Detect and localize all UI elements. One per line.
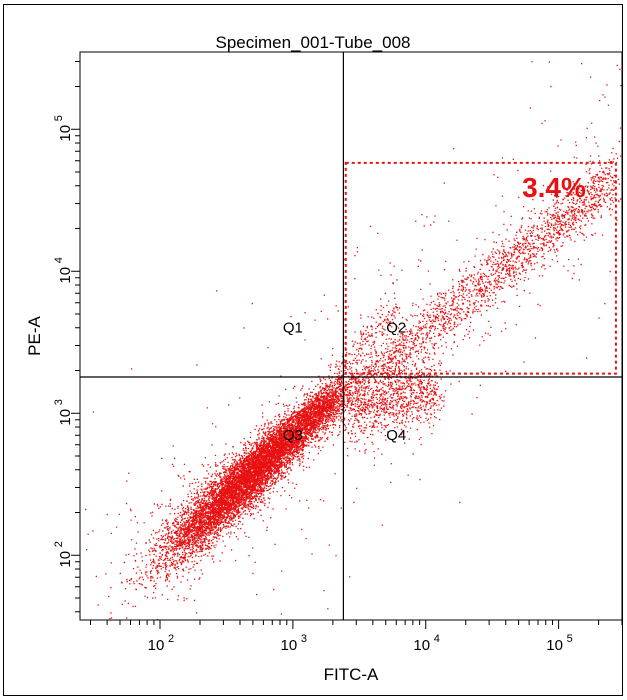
x-tick-exponent: 3 [301,633,307,645]
y-tick-label: 10 [57,409,74,426]
y-tick-label: 10 [57,125,74,142]
y-tick-label-group: 10 3 [53,399,74,425]
x-tick-label: 10 [281,637,298,654]
quadrant-label-q2: Q2 [386,320,406,337]
y-axis: 10 2 10 3 10 4 10 5 [53,61,80,613]
x-tick-exponent: 2 [168,633,174,645]
y-tick-exponent: 3 [53,399,65,405]
y-tick-label: 10 [57,551,74,568]
x-axis-label: FITC-A [324,665,379,684]
data-points [85,61,622,621]
x-tick-label: 10 [546,637,563,654]
y-tick-label: 10 [57,267,74,284]
y-tick-label-group: 10 5 [53,115,74,141]
chart-title: Specimen_001-Tube_008 [215,33,410,52]
quadrant-labels: Q1 Q2 Q3 Q4 [283,320,406,444]
quadrant-label-q3: Q3 [283,427,303,444]
quadrant-label-q1: Q1 [283,320,303,337]
figure-border [3,4,623,696]
plot-area-border [79,51,623,621]
x-tick-label: 10 [413,637,430,654]
y-tick-label-group: 10 2 [53,541,74,567]
x-tick-label: 10 [148,637,165,654]
gate-percentage-label: 3.4% [522,172,586,203]
x-axis: 10 2 10 3 10 4 10 5 [90,620,623,654]
y-tick-label-group: 10 4 [53,257,74,283]
x-tick-exponent: 4 [434,633,440,645]
y-tick-exponent: 2 [53,541,65,547]
x-tick-exponent: 5 [567,633,573,645]
scatter-points [85,61,622,621]
quadrant-label-q4: Q4 [386,427,406,444]
y-tick-exponent: 5 [53,115,65,121]
y-tick-exponent: 4 [53,257,65,263]
y-axis-label: PE-A [25,316,44,356]
